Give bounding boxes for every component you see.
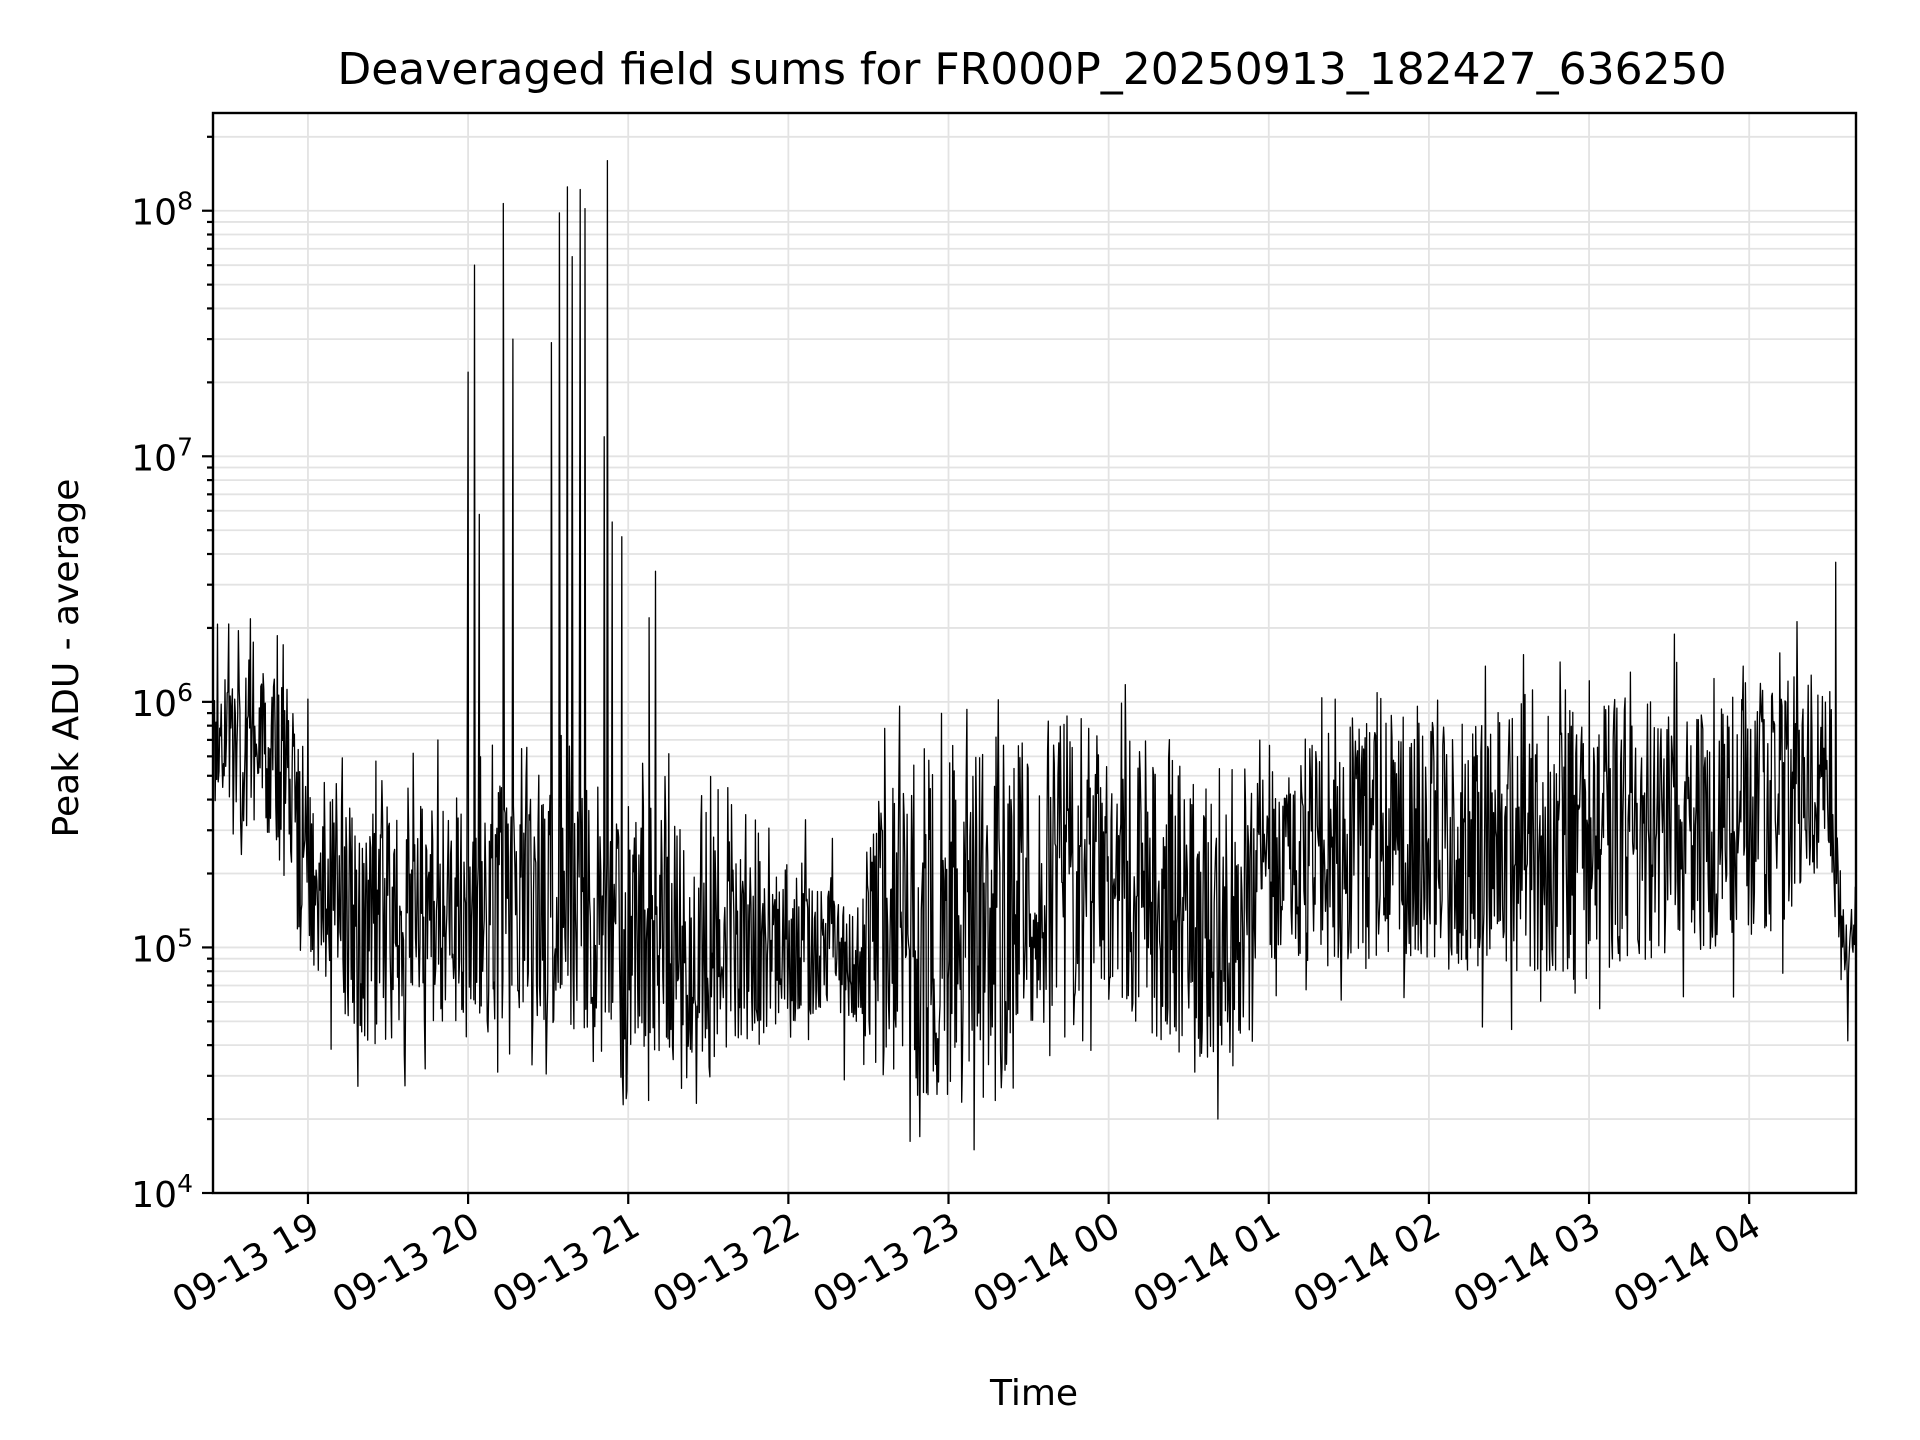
x-tick-label: 09-14 03 xyxy=(1447,1205,1608,1321)
y-tick-label: 104 xyxy=(131,1169,193,1216)
y-tick-label-exponent: 6 xyxy=(177,678,193,707)
y-tick-label-base: 10 xyxy=(131,684,177,725)
y-tick-label-exponent: 5 xyxy=(177,923,193,952)
y-tick-label-base: 10 xyxy=(131,929,177,970)
y-tick-label: 105 xyxy=(131,923,193,970)
y-tick-label: 108 xyxy=(131,187,193,234)
y-tick-label-base: 10 xyxy=(131,193,177,234)
x-tick-label: 09-13 22 xyxy=(646,1205,807,1321)
y-tick-label-exponent: 7 xyxy=(177,432,193,461)
x-tick-label: 09-14 02 xyxy=(1287,1205,1448,1321)
y-tick-label-exponent: 4 xyxy=(177,1169,193,1198)
y-tick-label-base: 10 xyxy=(131,438,177,479)
y-tick-label-base: 10 xyxy=(131,1175,177,1216)
grid xyxy=(213,113,1856,1194)
x-axis: 09-13 19 09-13 20 09-13 21 09-13 22 09-13 23… xyxy=(166,1193,1768,1322)
x-tick-label: 09-13 21 xyxy=(486,1205,647,1321)
chart-title: Deaveraged field sums for FR000P_2025091… xyxy=(337,44,1726,95)
x-tick-label: 09-14 00 xyxy=(966,1205,1127,1321)
series-layer xyxy=(212,159,1857,1151)
y-axis-label: Peak ADU - average xyxy=(46,479,87,838)
x-axis-label: Time xyxy=(989,1373,1078,1414)
y-tick-label-exponent: 8 xyxy=(177,187,193,216)
x-tick-label: 09-13 19 xyxy=(166,1205,327,1321)
y-tick-label: 106 xyxy=(131,678,193,725)
series-line xyxy=(212,159,1857,1151)
y-tick-label: 107 xyxy=(131,432,193,479)
x-tick-label: 09-14 04 xyxy=(1607,1205,1768,1321)
x-tick-label: 09-13 20 xyxy=(326,1205,487,1321)
x-tick-label: 09-14 01 xyxy=(1127,1205,1288,1321)
x-tick-label: 09-13 23 xyxy=(806,1205,967,1321)
plot-frame xyxy=(211,111,1858,1195)
